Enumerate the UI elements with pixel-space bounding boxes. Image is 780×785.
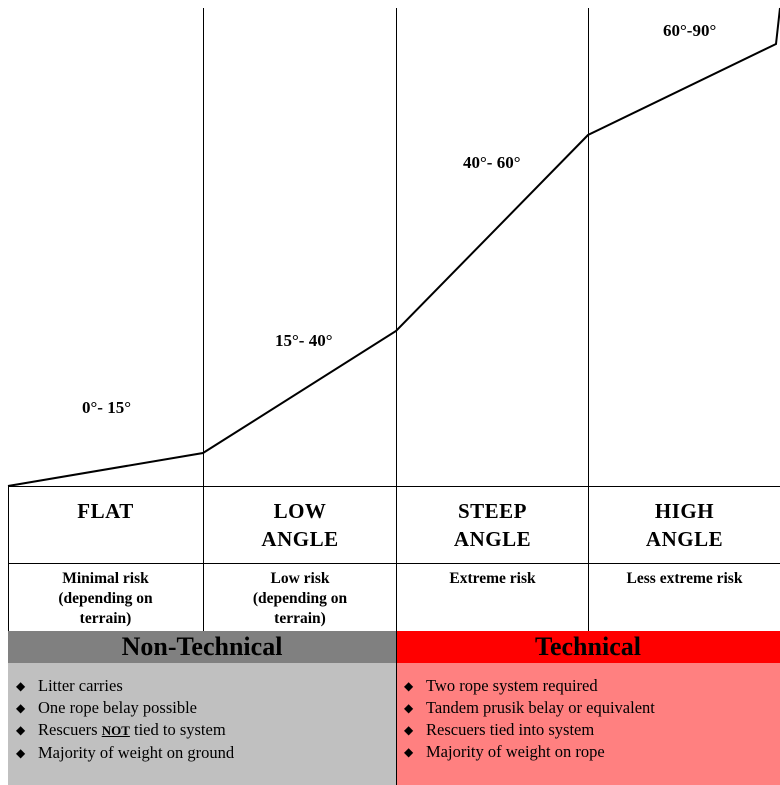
divider-v-low-steep (396, 8, 397, 631)
risk-flat-line2: (depending on (58, 590, 153, 607)
non-technical-header: Non-Technical (8, 631, 396, 663)
diamond-bullet-icon: ◆ (16, 679, 26, 693)
bullet-text: Litter carries (38, 676, 123, 695)
angle-label-high: 60°-90° (663, 21, 717, 40)
divider-v-band (396, 631, 397, 785)
risk-high-line1: Less extreme risk (626, 570, 743, 587)
diamond-bullet-icon: ◆ (16, 701, 26, 715)
technical-header: Technical (396, 631, 780, 663)
list-item: ◆ Tandem prusik belay or equivalent (396, 697, 780, 719)
risk-flat: Minimal risk (depending on terrain) (8, 569, 203, 629)
zone-name-flat: FLAT (8, 497, 203, 525)
non-technical-list: ◆ Litter carries ◆ One rope belay possible… (8, 663, 396, 764)
divider-v-steep-high (588, 8, 589, 631)
bullet-text: Rescuers tied into system (426, 720, 595, 739)
diamond-bullet-icon: ◆ (404, 745, 414, 759)
bullet-text: Majority of weight on rope (426, 742, 605, 761)
list-item: ◆ Two rope system required (396, 675, 780, 697)
zone-name-steep-line1: STEEP (457, 499, 528, 523)
diamond-bullet-icon: ◆ (404, 701, 414, 715)
list-item: ◆ Majority of weight on rope (396, 741, 780, 763)
risk-low-line2: (depending on (252, 590, 348, 607)
zone-name-steep-line2: ANGLE (453, 527, 532, 551)
divider-v-flat-low (203, 8, 204, 631)
list-item: ◆ Rescuers NOT tied to system (8, 719, 396, 742)
zone-name-low-line2: ANGLE (261, 527, 339, 551)
list-item: ◆ Litter carries (8, 675, 396, 697)
technical-panel: ◆ Two rope system required ◆ Tandem prusik… (396, 663, 780, 785)
left-border-lower (8, 486, 9, 631)
bullet-text: Tandem prusik belay or equivalent (426, 698, 655, 717)
technical-list: ◆ Two rope system required ◆ Tandem prusik… (396, 663, 780, 763)
zone-name-low: LOW ANGLE (204, 497, 396, 553)
risk-steep: Extreme risk (397, 569, 588, 589)
risk-flat-line3: terrain) (79, 610, 132, 627)
zone-name-high-line1: HIGH (654, 499, 715, 523)
angle-label-flat: 0°- 15° (82, 398, 132, 417)
diamond-bullet-icon: ◆ (16, 723, 26, 737)
list-item: ◆ One rope belay possible (8, 697, 396, 719)
bullet-text-emphasis: NOT (101, 723, 130, 738)
angle-label-low: 15°- 40° (275, 331, 333, 350)
risk-flat-line1: Minimal risk (62, 570, 149, 587)
zone-name-steep: STEEP ANGLE (397, 497, 588, 553)
risk-steep-line1: Extreme risk (449, 570, 536, 587)
non-technical-panel: ◆ Litter carries ◆ One rope belay possible… (8, 663, 396, 785)
list-item: ◆ Rescuers tied into system (396, 719, 780, 741)
zone-name-flat-line1: FLAT (77, 499, 134, 523)
risk-low-line3: terrain) (274, 610, 326, 627)
diamond-bullet-icon: ◆ (16, 746, 26, 760)
angle-label-steep: 40°- 60° (463, 153, 521, 172)
zone-name-low-line1: LOW (273, 499, 327, 523)
diamond-bullet-icon: ◆ (404, 679, 414, 693)
risk-low-line1: Low risk (270, 570, 330, 587)
zone-name-high-line2: ANGLE (645, 527, 724, 551)
bullet-text-before: Rescuers (38, 720, 102, 739)
slope-profile (7, 7, 780, 487)
list-item: ◆ Majority of weight on ground (8, 742, 396, 764)
slope-line (7, 7, 780, 487)
bullet-text: Two rope system required (426, 676, 598, 695)
bullet-text: One rope belay possible (38, 698, 197, 717)
divider-h-names-risk (8, 563, 780, 564)
ground-line (8, 486, 780, 487)
bullet-text-after: tied to system (129, 720, 226, 739)
zone-name-high: HIGH ANGLE (589, 497, 780, 553)
bullet-text: Majority of weight on ground (38, 743, 235, 762)
diamond-bullet-icon: ◆ (404, 723, 414, 737)
risk-low: Low risk (depending on terrain) (204, 569, 396, 629)
risk-high: Less extreme risk (589, 569, 780, 589)
